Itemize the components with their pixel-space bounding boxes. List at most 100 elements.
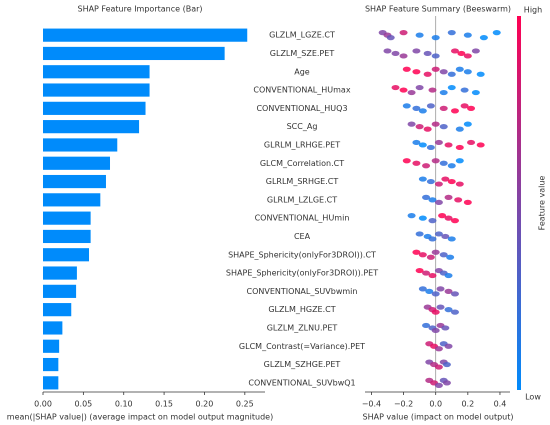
shap-point [463,121,472,127]
shap-point [428,218,437,224]
shap-point [434,231,443,237]
shap-point [399,30,408,36]
shap-point [412,249,421,255]
x-tick-label: 0.25 [236,400,254,409]
x-tick-label: 0.15 [155,400,173,409]
shap-point [444,142,453,148]
shap-point [422,163,431,169]
shap-point [476,71,485,77]
shap-point [431,53,440,59]
shap-point [407,121,416,127]
shap-point [431,66,440,72]
bar-title: SHAP Feature Importance (Bar) [77,5,202,14]
feature-label: CONVENTIONAL_HUmin [255,214,350,223]
bar [43,156,111,170]
x-tick-label: 0.20 [196,400,214,409]
shap-point [431,309,440,315]
shap-point [434,139,443,146]
shap-point [415,124,424,130]
bar [43,357,59,372]
shap-point [444,194,453,200]
shap-point [426,254,435,260]
shap-point [460,87,469,93]
shap-point [415,84,424,91]
bar [43,65,150,79]
bar [43,376,59,390]
shap-point [454,197,463,203]
shap-point [422,194,431,200]
beeswarm-title: SHAP Feature Summary (Beeswarm) [365,5,511,14]
bar [43,303,72,317]
shap-point [418,215,427,221]
shap-point [418,142,427,148]
shap-point [407,213,416,219]
shap-point [471,89,480,96]
feature-label: GLCM_Correlation.CT [260,159,344,168]
shap-point [412,139,421,146]
shap-point [442,361,451,368]
shap-point [444,307,453,313]
shap-point [447,236,456,242]
shap-point [412,160,421,166]
shap-point [415,267,424,274]
shap-point [426,144,435,151]
shap-point [412,48,421,54]
shap-point [439,124,448,130]
shap-point [463,199,472,205]
shap-point [434,364,443,370]
shap-point [431,327,440,334]
shap-point [476,142,485,148]
bar [43,339,60,353]
shap-point [399,53,408,59]
shap-point [467,139,476,146]
shap-point [439,69,448,75]
shap-point [439,252,448,258]
feature-label: GLZLM_SZE.PET [270,49,335,58]
shap-point [455,66,464,72]
colorbar-high: High [524,6,542,15]
shap-point [439,105,448,111]
bar [43,120,140,134]
shap-point [446,254,455,260]
colorbar-label: Feature value [538,176,547,231]
shap-point [436,286,445,292]
shap-point [412,69,421,75]
shap-point [471,48,480,54]
x-tick-label: 0.00 [34,400,52,409]
feature-label: GLZLM_ZLNU.PET [267,323,338,332]
shap-point [492,30,501,36]
shap-point [412,105,421,111]
shap-point [423,126,432,132]
shap-point [422,270,431,276]
shap-point [402,103,411,109]
shap-point [436,304,445,310]
bar [43,174,106,189]
shap-point [455,158,464,164]
shap-point [426,103,435,109]
shap-point [450,291,459,297]
shap-point [444,288,453,294]
beeswarm-x-label: SHAP value (impact on model output) [363,413,514,422]
shap-point [450,218,459,224]
shap-point [423,50,432,57]
shap-point [426,178,435,185]
shap-point [407,89,416,96]
bar [43,28,248,42]
bar [43,248,90,262]
shap-point [402,158,411,164]
feature-label: SCC_Ag [287,122,318,131]
shap-point [434,382,443,388]
shap-point [399,87,408,93]
x-tick-label: 0.05 [74,400,92,409]
shap-point [391,84,400,91]
bar [43,193,101,207]
bar [43,101,146,115]
shap-point [422,322,431,329]
shap-point [463,53,472,59]
shap-point [444,272,453,279]
colorbar-low: Low [525,393,541,402]
shap-point [428,87,437,93]
feature-label: CEA [294,232,311,241]
shap-point [455,126,464,132]
